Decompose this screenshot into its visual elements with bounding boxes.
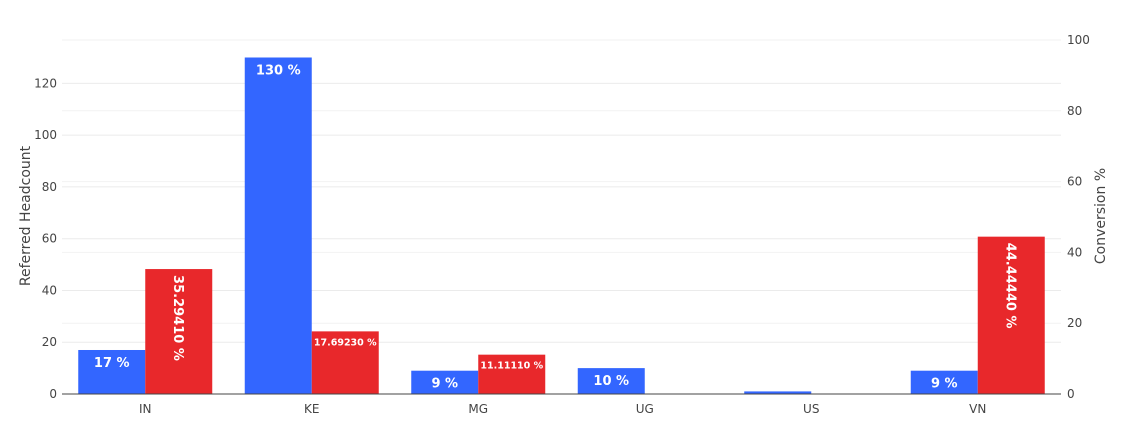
bar (744, 391, 812, 394)
bar (311, 331, 379, 394)
bar-label: 17 % (94, 356, 130, 371)
bar-label: 44.44440 % (1002, 243, 1017, 329)
y2-tick-label: 100 (1067, 33, 1090, 47)
x-tick-label: UG (636, 402, 654, 416)
y-tick-label: 20 (42, 335, 57, 349)
y-tick-label: 40 (42, 283, 57, 297)
y-tick-label: 0 (49, 387, 57, 401)
bar (411, 370, 479, 394)
bar (78, 349, 146, 394)
axes: 0 20 40 60 80 100 120 0 20 40 60 80 100 IN KE MG UG US VN (34, 33, 1090, 416)
bar (244, 57, 312, 394)
y2-tick-label: 80 (1067, 104, 1082, 118)
gridlines (62, 39, 1061, 343)
bar-label: 10 % (593, 374, 629, 389)
bar-label: 9 % (431, 377, 458, 392)
bar (577, 368, 645, 394)
bar-labels: 17 % 35.29410 % 130 % 17.69230 % 9 % 11.11110… (94, 64, 1017, 392)
y-tick-label: 100 (34, 128, 57, 142)
y-tick-label: 120 (34, 76, 57, 90)
bar (910, 370, 978, 394)
x-tick-label: VN (969, 402, 986, 416)
bar-label: 17.69230 % (314, 337, 377, 348)
bar (145, 269, 213, 394)
y2-tick-label: 20 (1067, 316, 1082, 330)
bar-label: 130 % (256, 64, 301, 79)
y-axis-title: Referred Headcount (18, 145, 34, 286)
x-tick-label: IN (139, 402, 152, 416)
bar-label: 9 % (931, 377, 958, 392)
bar-label: 11.11110 % (480, 361, 543, 372)
bar-label: 35.29410 % (170, 275, 185, 361)
y-tick-label: 80 (42, 180, 57, 194)
y2-tick-label: 40 (1067, 245, 1082, 259)
y2-tick-label: 60 (1067, 175, 1082, 189)
y2-tick-label: 0 (1067, 387, 1075, 401)
bar (977, 236, 1045, 394)
y-tick-label: 60 (42, 232, 57, 246)
x-tick-label: US (803, 402, 819, 416)
x-tick-label: KE (304, 402, 319, 416)
bars (78, 57, 1045, 394)
y2-axis-title: Conversion % (1093, 168, 1109, 264)
bar (478, 354, 546, 394)
x-tick-label: MG (468, 402, 488, 416)
